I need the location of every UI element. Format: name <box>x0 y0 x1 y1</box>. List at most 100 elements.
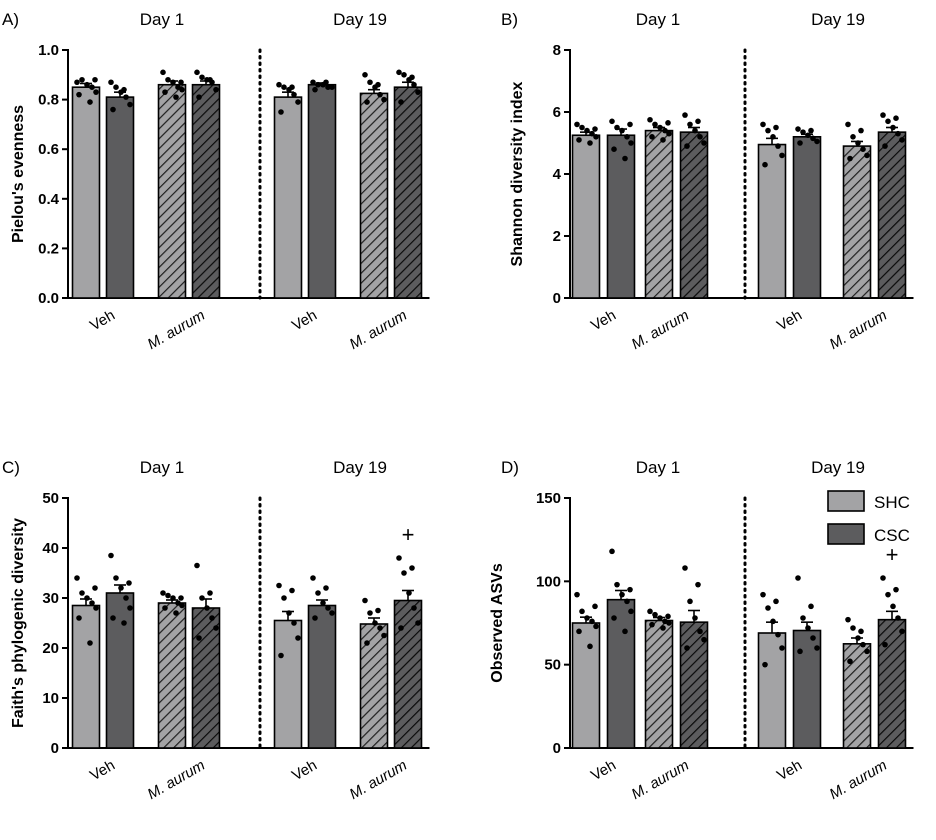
data-point <box>74 79 80 86</box>
y-tick-label: 2 <box>553 228 561 245</box>
data-point <box>624 134 630 140</box>
data-point <box>87 99 93 105</box>
bar-shc <box>71 86 101 299</box>
x-category-label: M. aurum <box>145 307 208 353</box>
data-point <box>687 598 693 605</box>
data-point <box>795 126 801 132</box>
data-point <box>362 72 368 78</box>
bar-csc <box>307 604 337 749</box>
data-point <box>281 84 287 90</box>
data-point <box>775 631 781 638</box>
data-point <box>622 155 628 162</box>
data-point <box>411 81 417 88</box>
data-point <box>860 146 866 152</box>
data-point <box>204 605 210 611</box>
data-point <box>165 76 171 83</box>
data-point <box>880 575 886 581</box>
bar-csc <box>393 86 423 299</box>
x-category-label: M. aurum <box>629 307 692 353</box>
day-header: Day 1 <box>636 458 680 477</box>
data-point <box>194 562 200 569</box>
data-point <box>864 648 870 655</box>
data-point <box>92 585 98 591</box>
data-point <box>199 595 205 601</box>
data-point <box>890 124 896 131</box>
x-category-label: Veh <box>588 757 619 785</box>
data-point <box>126 580 132 586</box>
data-point <box>775 143 781 149</box>
data-point <box>895 130 901 137</box>
panel-label: B) <box>501 10 518 29</box>
data-point <box>779 645 785 651</box>
data-point <box>291 91 297 98</box>
data-point <box>409 74 415 81</box>
data-point <box>609 548 615 555</box>
data-point <box>584 127 590 134</box>
data-point <box>278 109 284 115</box>
data-point <box>845 121 851 128</box>
data-point <box>800 129 806 135</box>
data-point <box>855 635 861 641</box>
data-point <box>372 620 378 626</box>
data-point <box>89 84 95 90</box>
data-point <box>760 121 766 128</box>
data-point <box>74 575 80 581</box>
y-tick-label: 50 <box>544 657 561 674</box>
y-tick-label: 50 <box>42 490 59 507</box>
data-point <box>882 143 888 149</box>
data-point <box>701 140 707 146</box>
day-header: Day 19 <box>811 10 865 29</box>
data-point <box>406 590 412 596</box>
data-point <box>329 84 335 90</box>
data-point <box>611 615 617 621</box>
bar-csc <box>105 592 135 749</box>
data-point <box>84 595 90 601</box>
data-point <box>396 69 402 76</box>
data-point <box>108 552 114 559</box>
data-point <box>179 602 185 609</box>
panel-1: A) Day 1 Day 19 Pielou's evenness 0.0 0.2 0.4 0… <box>2 10 430 353</box>
data-point <box>325 84 331 90</box>
bar-shc <box>571 134 601 299</box>
data-point <box>84 81 90 88</box>
data-point <box>773 598 779 605</box>
data-point <box>899 137 905 143</box>
data-point <box>362 597 368 604</box>
bar-shc <box>273 96 303 299</box>
x-category-label: Veh <box>289 307 320 335</box>
bar-shc <box>757 143 787 299</box>
data-point <box>692 127 698 134</box>
panel-4: D) Day 1 Day 19 Observed ASVs 0 50 100 150 + Veh M… <box>489 458 914 803</box>
data-point <box>377 625 383 631</box>
data-point <box>684 143 690 149</box>
data-point <box>858 127 864 134</box>
y-axis-label: Faith's phylogenic diversity <box>10 518 27 728</box>
data-point <box>127 101 133 108</box>
data-point <box>647 608 653 615</box>
x-category-label: Veh <box>774 757 805 785</box>
bar-csc <box>606 598 636 749</box>
y-tick-label: 100 <box>536 573 561 590</box>
data-point <box>123 595 129 601</box>
data-point <box>810 135 816 142</box>
data-point <box>893 586 899 593</box>
data-point <box>162 605 168 611</box>
data-point <box>893 115 899 121</box>
data-point <box>213 625 219 631</box>
bar-shc <box>842 145 872 299</box>
data-point <box>684 645 690 651</box>
data-point <box>808 127 814 134</box>
legend: SHC CSC <box>827 490 910 545</box>
data-point <box>628 140 634 146</box>
panel-3: C) Day 1 Day 19 Faith's phylogenic diversit… <box>2 458 430 803</box>
data-point <box>847 155 853 162</box>
x-category-label: Veh <box>774 307 805 335</box>
data-point <box>810 635 816 641</box>
data-point <box>118 585 124 591</box>
data-point <box>295 635 301 641</box>
data-point <box>805 625 811 631</box>
data-point <box>323 585 329 591</box>
data-point <box>850 625 856 631</box>
x-category-label: Veh <box>289 757 320 785</box>
